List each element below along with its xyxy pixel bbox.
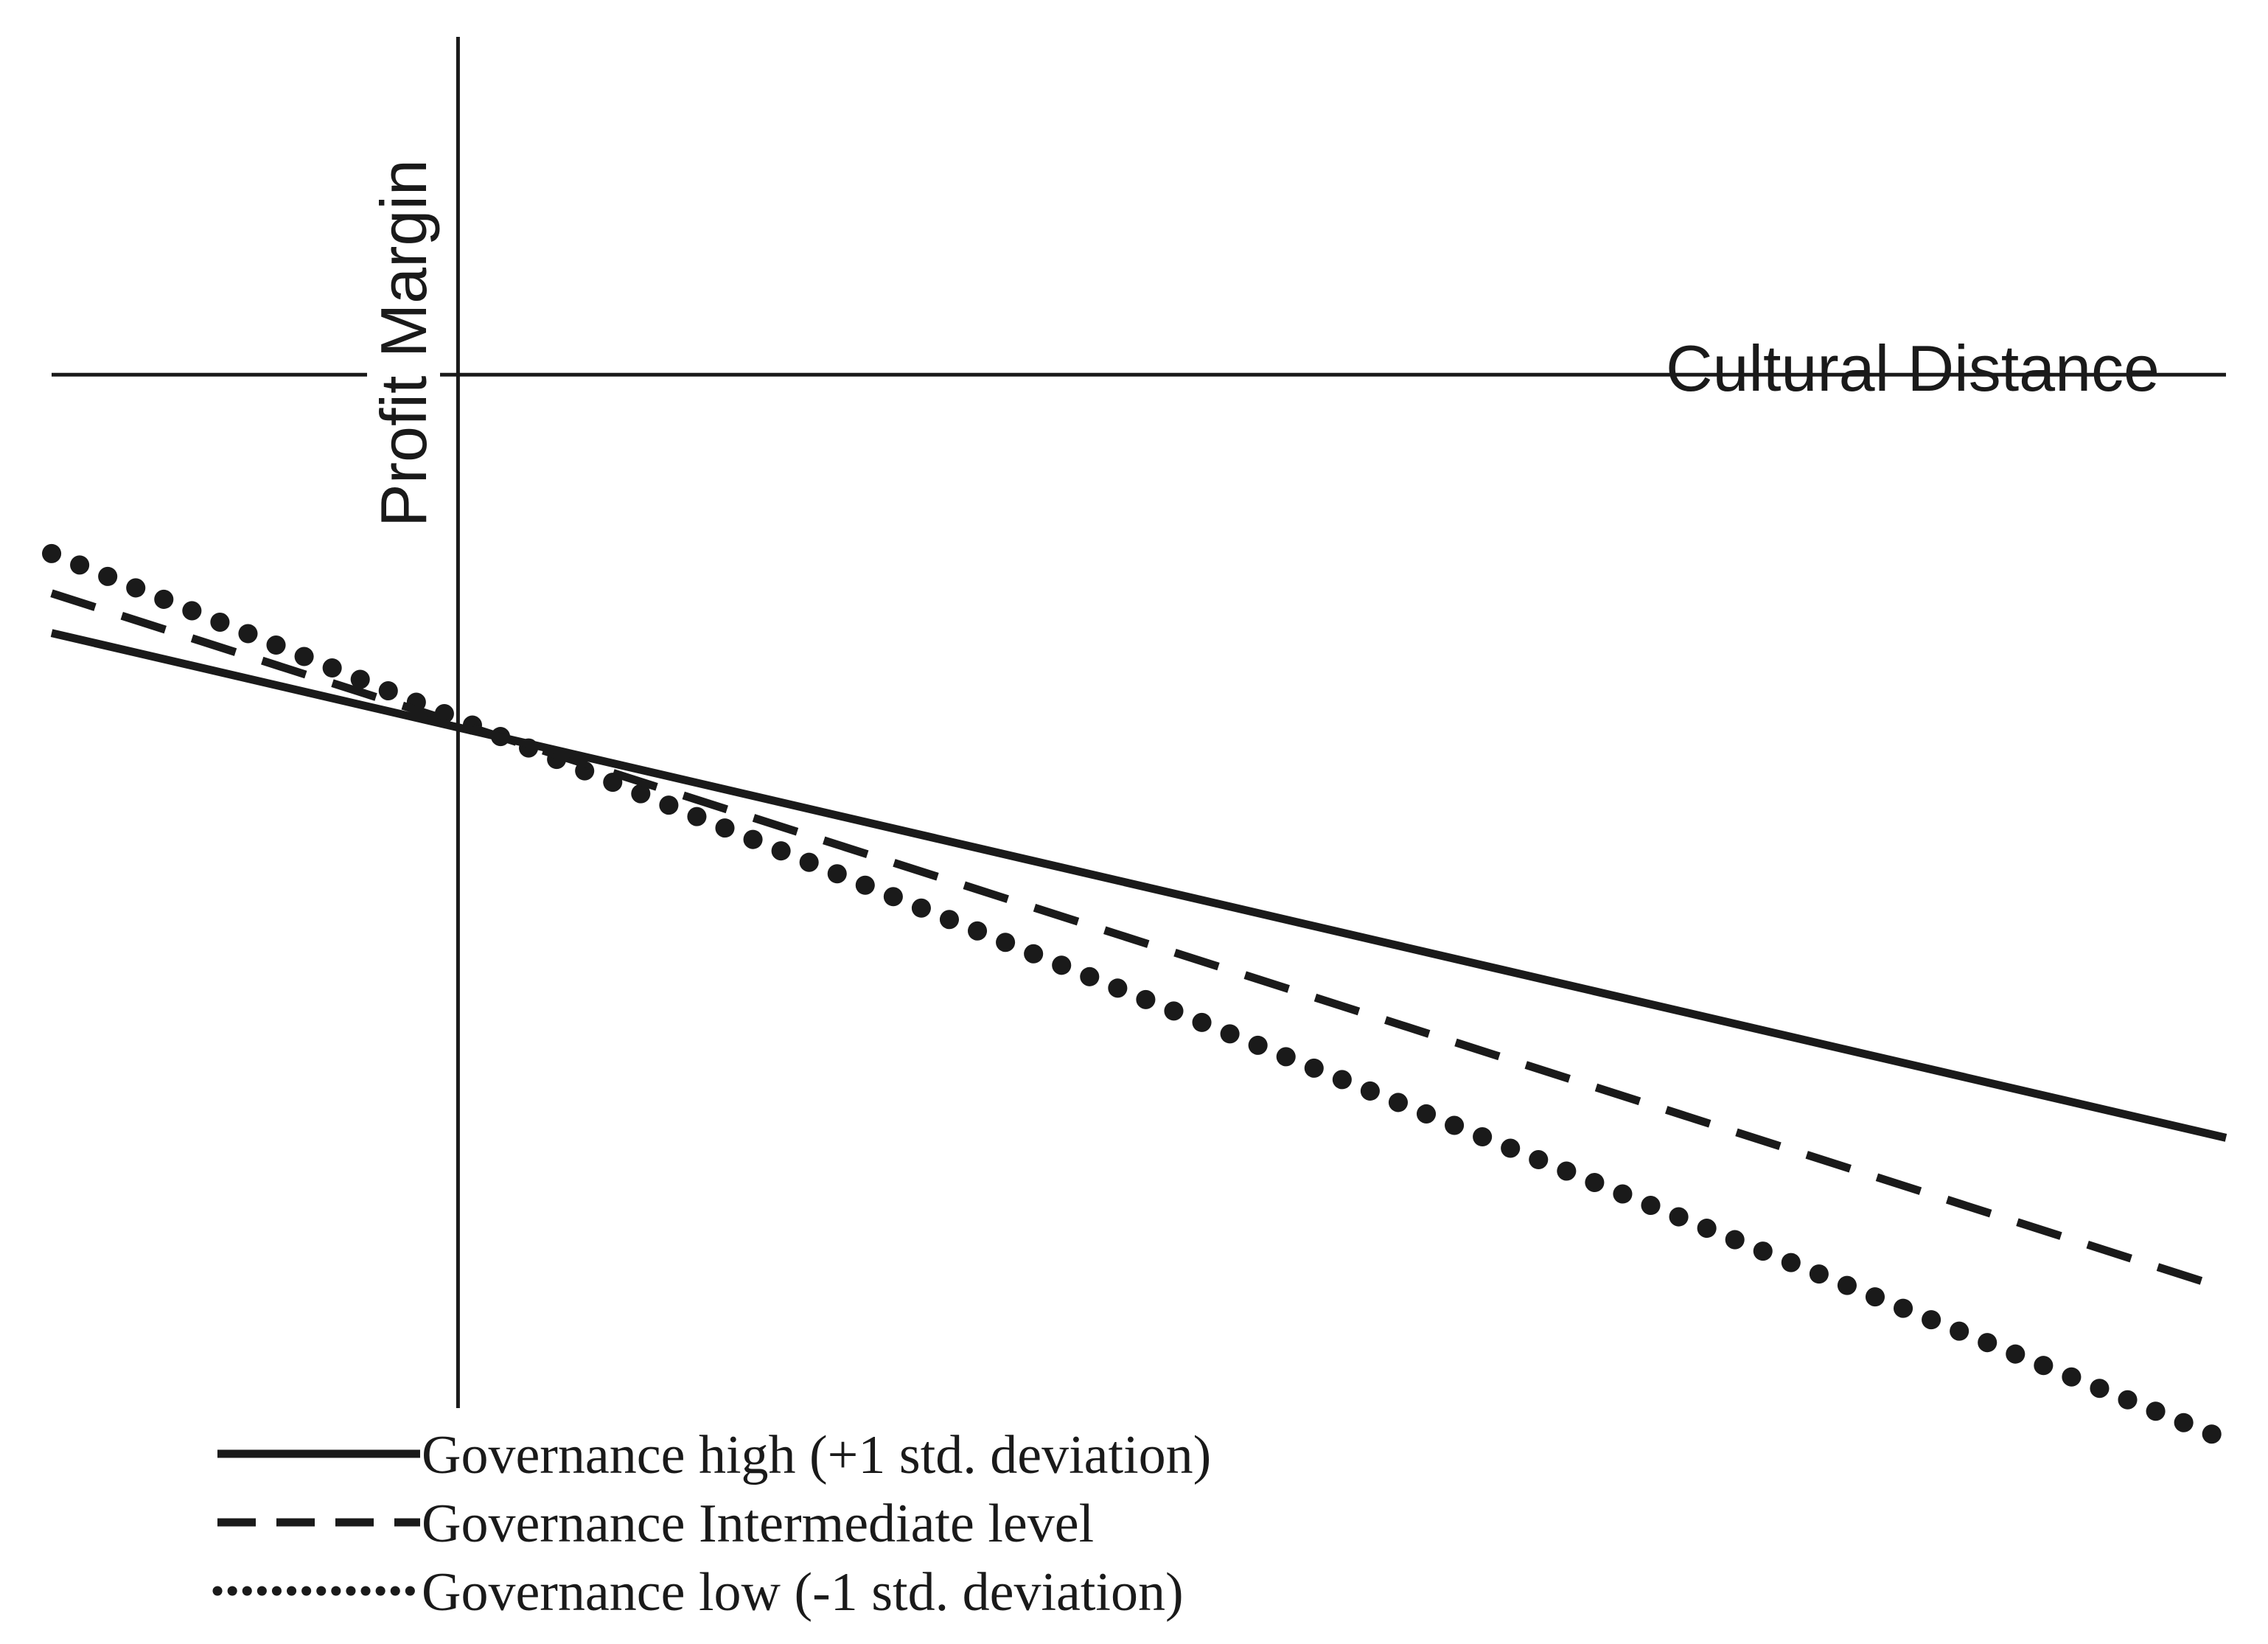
series-layer <box>42 543 2236 1450</box>
legend: Governance high (+1 std. deviation) Gover… <box>212 1425 1211 1623</box>
x-axis-label: Cultural Distance <box>1666 332 2160 405</box>
y-axis-label: Profit Margin <box>367 159 440 527</box>
series-line-dotted <box>42 543 2236 1450</box>
legend-label-dotted: Governance low (-1 std. deviation) <box>422 1562 1184 1623</box>
y-axis-label-background <box>367 156 440 530</box>
legend-label-solid: Governance high (+1 std. deviation) <box>422 1425 1211 1485</box>
series-line-dashed <box>50 589 2227 1293</box>
legend-label-dashed: Governance Intermediate level <box>422 1494 1094 1554</box>
series-line-solid <box>50 629 2227 1142</box>
